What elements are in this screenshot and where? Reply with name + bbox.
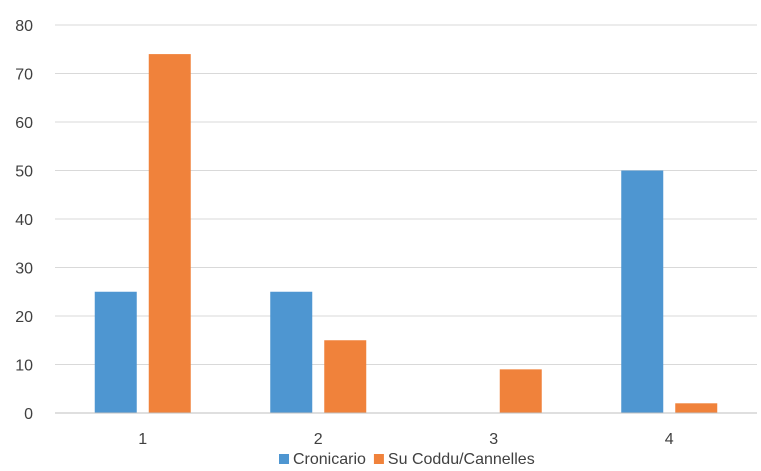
y-tick-label: 30 [15,261,33,278]
legend-swatch [373,454,384,464]
bar-series2-cat4 [675,403,718,413]
bars [94,54,718,413]
bar-series1-cat4 [621,170,664,413]
legend-label: Su Coddu/Cannelles [388,451,535,468]
bar-series1-cat2 [270,291,313,413]
legend-item: Su Coddu/Cannelles [373,451,535,468]
y-axis-tick-labels: 0 10 20 30 40 50 60 70 80 [15,18,33,423]
legend-label: Cronicario [293,451,366,468]
bar-series2-cat1 [148,54,191,413]
x-axis-tick-labels: 1 2 3 4 [138,431,674,448]
y-tick-label: 50 [15,164,33,181]
x-tick-label: 1 [138,431,147,448]
bar-series2-cat2 [324,340,367,413]
x-tick-label: 4 [665,431,674,448]
y-tick-label: 60 [15,115,33,132]
y-tick-label: 80 [15,18,33,35]
y-tick-label: 20 [15,309,33,326]
y-tick-label: 10 [15,358,33,375]
y-tick-label: 0 [24,406,33,423]
y-tick-label: 70 [15,67,33,84]
y-tick-label: 40 [15,212,33,229]
x-tick-label: 3 [489,431,498,448]
legend-swatch [279,454,289,464]
legend: Cronicario Su Coddu/Cannelles [279,451,535,468]
bar-series2-cat3 [499,369,542,413]
bar-series1-cat1 [94,291,137,413]
x-tick-label: 2 [314,431,323,448]
legend-item: Cronicario [279,451,366,468]
